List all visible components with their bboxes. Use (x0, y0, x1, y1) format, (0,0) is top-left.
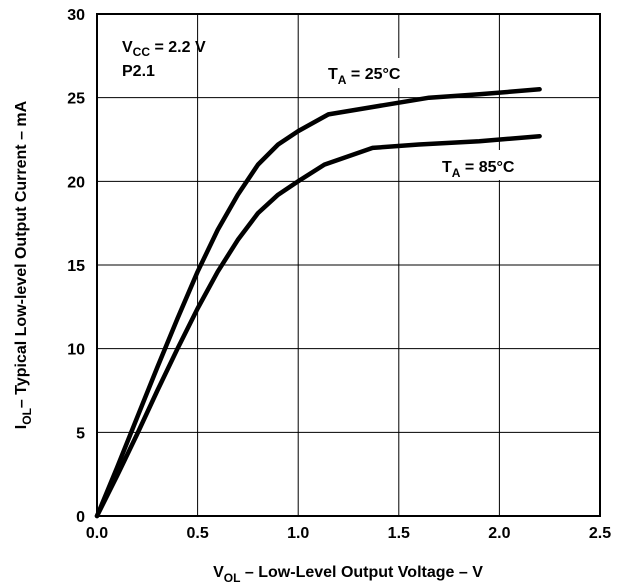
x-tick-label: 1.5 (388, 525, 410, 542)
y-tick-label: 5 (76, 425, 85, 442)
y-tick-label: 25 (67, 91, 85, 108)
annotation-port: P2.1 (122, 63, 155, 80)
y-tick-label: 30 (67, 7, 85, 24)
y-tick-label: 0 (76, 509, 85, 526)
y-tick-label: 15 (67, 258, 85, 275)
x-tick-label: 1.0 (287, 525, 309, 542)
y-axis-title: IOL– Typical Low-level Output Current – … (13, 100, 34, 429)
y-tick-label: 20 (67, 174, 85, 191)
annotation-conditions: VCC = 2.2 V P2.1 (122, 39, 206, 80)
x-tick-label: 2.5 (589, 525, 611, 542)
x-axis-title: VOL – Low-Level Output Voltage – V (213, 564, 483, 585)
annotation-vcc: VCC = 2.2 V (122, 39, 206, 59)
series-line-85c (97, 136, 540, 516)
series-label-85c-group: TA = 85°C (440, 150, 568, 180)
x-tick-labels: 0.0 0.5 1.0 1.5 2.0 2.5 (86, 525, 611, 542)
y-tick-labels: 0 5 10 15 20 25 30 (67, 7, 85, 526)
y-tick-label: 10 (67, 342, 85, 359)
x-tick-label: 0.0 (86, 525, 108, 542)
x-tick-label: 2.0 (488, 525, 510, 542)
series-label-25c-group: TA = 25°C (320, 58, 460, 88)
x-tick-label: 0.5 (186, 525, 208, 542)
